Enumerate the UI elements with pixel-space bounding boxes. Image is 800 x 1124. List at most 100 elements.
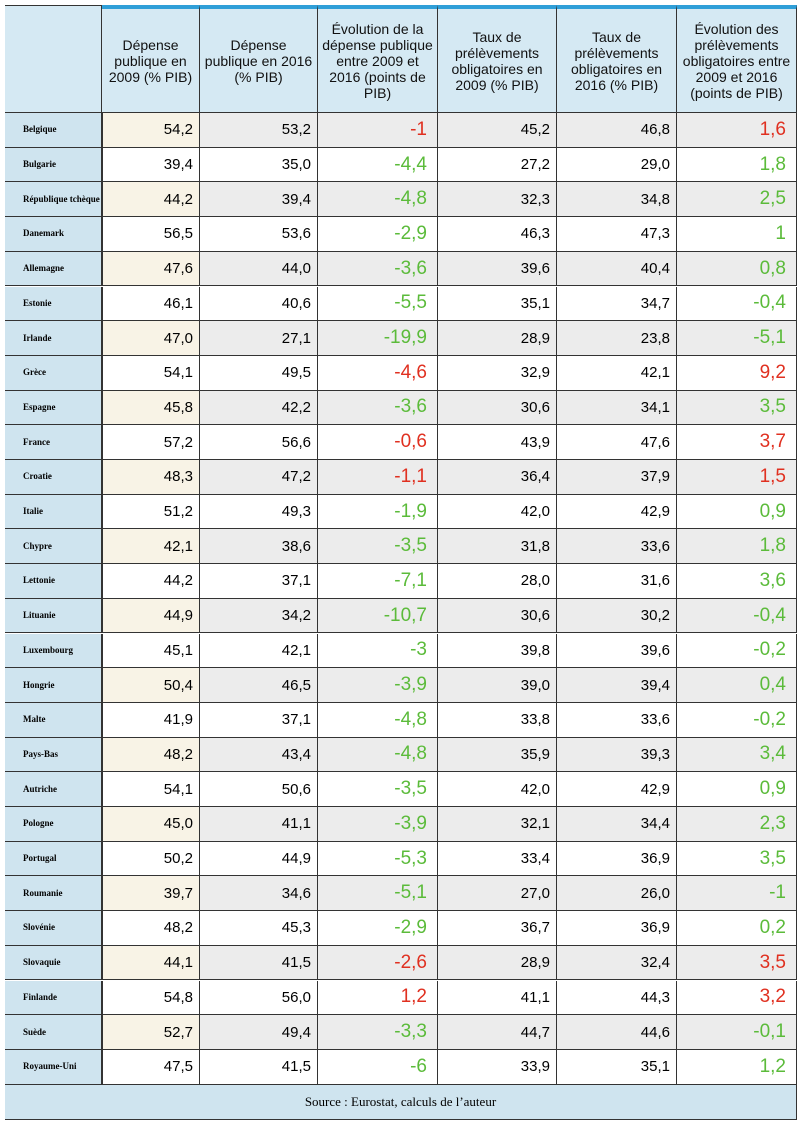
evolution-value: 3,5	[677, 390, 797, 426]
value: 27,2	[438, 147, 557, 183]
country-name: Pologne	[5, 807, 102, 842]
value: 52,7	[102, 1015, 200, 1050]
value: 43,4	[200, 737, 318, 773]
value: 33,6	[557, 529, 677, 565]
value: 32,1	[438, 807, 557, 842]
country-name: Portugal	[5, 841, 102, 877]
value: 37,1	[200, 564, 318, 599]
value: 41,5	[200, 945, 318, 981]
evolution-value: 1	[677, 217, 797, 252]
evolution-value: -0,4	[677, 286, 797, 322]
value: 44,2	[102, 182, 200, 218]
country-name: Italie	[5, 494, 102, 530]
value: 34,7	[557, 286, 677, 322]
value: 39,4	[200, 182, 318, 218]
evolution-value: -1	[318, 113, 438, 148]
country-name: Autriche	[5, 772, 102, 807]
header-corner	[5, 5, 102, 113]
country-name: Croatie	[5, 460, 102, 495]
value: 39,4	[557, 668, 677, 703]
country-name: Espagne	[5, 390, 102, 426]
value: 48,2	[102, 737, 200, 773]
value: 30,2	[557, 598, 677, 634]
evolution-value: 3,7	[677, 425, 797, 460]
value: 35,9	[438, 737, 557, 773]
value: 30,6	[438, 390, 557, 426]
value: 48,2	[102, 911, 200, 946]
value: 35,1	[557, 1049, 677, 1085]
country-name: Malte	[5, 702, 102, 738]
value: 44,9	[200, 841, 318, 877]
value: 38,6	[200, 529, 318, 565]
value: 42,0	[438, 494, 557, 530]
evolution-value: -3	[318, 633, 438, 669]
value: 39,6	[557, 633, 677, 669]
evolution-value: 3,5	[677, 841, 797, 877]
value: 35,0	[200, 147, 318, 183]
value: 49,4	[200, 1015, 318, 1050]
value: 42,9	[557, 772, 677, 807]
value: 33,9	[438, 1049, 557, 1085]
value: 44,9	[102, 598, 200, 634]
column-header: Dépense publique en 2009 (% PIB)	[102, 5, 200, 113]
value: 27,1	[200, 321, 318, 356]
value: 47,2	[200, 460, 318, 495]
evolution-value: -3,6	[318, 390, 438, 426]
value: 53,2	[200, 113, 318, 148]
value: 33,6	[557, 702, 677, 738]
evolution-value: 3,5	[677, 945, 797, 981]
value: 54,8	[102, 980, 200, 1016]
value: 44,6	[557, 1015, 677, 1050]
evolution-value: -3,9	[318, 668, 438, 703]
value: 50,6	[200, 772, 318, 807]
value: 54,1	[102, 772, 200, 807]
value: 51,2	[102, 494, 200, 530]
country-name: Slovaquie	[5, 945, 102, 981]
value: 41,1	[438, 980, 557, 1016]
evolution-value: 0,2	[677, 911, 797, 946]
evolution-value: -4,8	[318, 182, 438, 218]
value: 56,6	[200, 425, 318, 460]
evolution-value: -3,6	[318, 251, 438, 287]
value: 44,3	[557, 980, 677, 1016]
value: 40,4	[557, 251, 677, 287]
value: 34,1	[557, 390, 677, 426]
evolution-value: 3,2	[677, 980, 797, 1016]
value: 57,2	[102, 425, 200, 460]
value: 47,6	[102, 251, 200, 287]
value: 31,6	[557, 564, 677, 599]
value: 45,2	[438, 113, 557, 148]
value: 42,1	[102, 529, 200, 565]
column-header: Dépense publique en 2016 (% PIB)	[200, 5, 318, 113]
country-name: Hongrie	[5, 668, 102, 703]
value: 41,5	[200, 1049, 318, 1085]
value: 47,3	[557, 217, 677, 252]
value: 36,7	[438, 911, 557, 946]
value: 46,8	[557, 113, 677, 148]
value: 39,6	[438, 251, 557, 287]
country-name: Estonie	[5, 286, 102, 322]
evolution-value: -4,6	[318, 355, 438, 391]
evolution-value: 9,2	[677, 355, 797, 391]
evolution-value: 2,3	[677, 807, 797, 842]
value: 42,0	[438, 772, 557, 807]
evolution-value: -19,9	[318, 321, 438, 356]
evolution-value: -0,1	[677, 1015, 797, 1050]
evolution-value: 0,9	[677, 772, 797, 807]
column-header: Évolution des prélèvements obligatoires …	[677, 5, 797, 113]
value: 28,9	[438, 945, 557, 981]
value: 27,0	[438, 876, 557, 912]
evolution-value: 3,4	[677, 737, 797, 773]
evolution-value: 0,4	[677, 668, 797, 703]
evolution-value: 0,8	[677, 251, 797, 287]
evolution-value: -4,8	[318, 737, 438, 773]
value: 45,8	[102, 390, 200, 426]
value: 56,5	[102, 217, 200, 252]
evolution-value: -1,1	[318, 460, 438, 495]
country-name: Irlande	[5, 321, 102, 356]
evolution-value: -0,4	[677, 598, 797, 634]
evolution-value: -6	[318, 1049, 438, 1085]
country-name: Lettonie	[5, 564, 102, 599]
value: 47,5	[102, 1049, 200, 1085]
country-name: Danemark	[5, 217, 102, 252]
